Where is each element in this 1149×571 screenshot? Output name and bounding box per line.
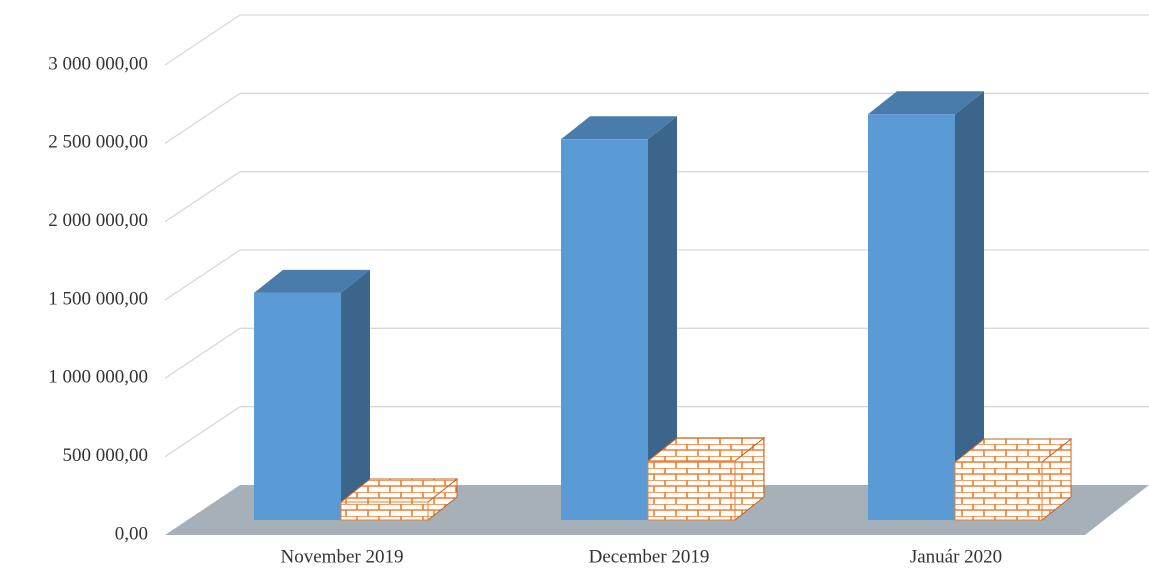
y-tick-label: 2 500 000,00 [48,132,148,153]
bar-front [561,139,648,521]
bar [254,269,370,520]
bar-top [561,116,677,140]
bar-side [648,116,677,521]
bar [561,116,677,521]
grid-line-side [164,171,241,223]
bar-side [955,91,984,520]
y-tick-label: 2 000 000,00 [48,210,148,231]
y-tick-label: 1 500 000,00 [48,288,148,309]
bar-side [341,269,370,520]
y-tick-label: 500 000,00 [63,445,149,466]
bar [868,91,984,520]
x-tick-label: Január 2020 [910,546,1002,567]
bar [646,436,766,522]
grid-line-side [164,249,241,301]
bar [339,477,459,522]
grid-line-side [164,406,241,458]
x-tick-label: November 2019 [281,546,404,567]
bar-front [647,460,736,521]
bar-top [254,269,370,293]
bar-front [954,461,1043,521]
bar-front [254,292,341,520]
bar-top [868,91,984,115]
grid-line-side [164,327,241,379]
grid-line-side [164,14,241,66]
grid-line-side [164,92,241,144]
y-tick-label: 1 000 000,00 [48,367,148,388]
bar-front [868,114,955,520]
y-tick-label: 0,00 [115,523,148,544]
x-tick-label: December 2019 [589,546,710,567]
bar [953,437,1073,522]
bar-front [340,501,429,521]
y-tick-label: 3 000 000,00 [48,53,148,74]
